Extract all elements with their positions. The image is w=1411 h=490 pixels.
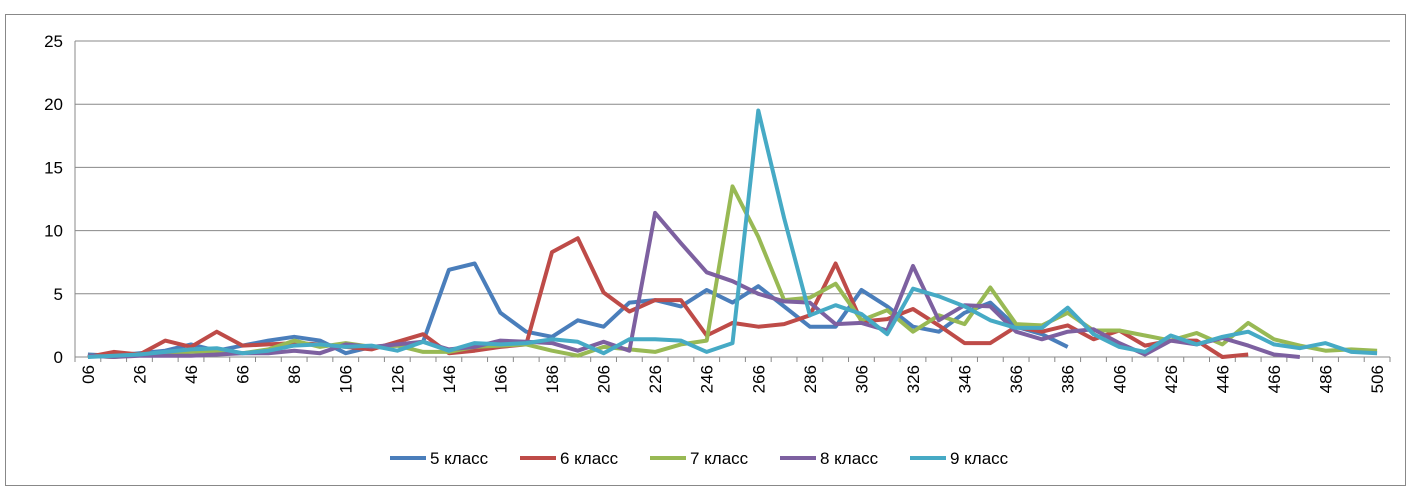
x-tick-label: 206 — [595, 365, 614, 393]
x-tick-label: 286 — [801, 365, 820, 393]
y-tick-label: 25 — [44, 32, 63, 51]
legend-label: 9 класс — [950, 449, 1009, 468]
x-tick-label: 186 — [543, 365, 562, 393]
x-tick-label: 226 — [646, 365, 665, 393]
legend-label: 5 класс — [430, 449, 489, 468]
y-tick-label: 15 — [44, 158, 63, 177]
x-tick-label: 446 — [1213, 365, 1232, 393]
series-line — [87, 108, 1378, 359]
legend-label: 7 класс — [690, 449, 749, 468]
y-tick-label: 0 — [54, 348, 63, 367]
x-tick-label: 106 — [337, 365, 356, 393]
x-tick-label: 326 — [904, 365, 923, 393]
x-tick-label: 66 — [234, 365, 253, 384]
x-tick-label: 466 — [1265, 365, 1284, 393]
x-tick-label: 386 — [1059, 365, 1078, 393]
x-tick-label: 366 — [1007, 365, 1026, 393]
x-tick-label: 346 — [956, 365, 975, 393]
x-tick-label: 486 — [1317, 365, 1336, 393]
x-tick-label: 26 — [130, 365, 149, 384]
x-tick-label: 06 — [79, 365, 98, 384]
x-tick-label: 306 — [852, 365, 871, 393]
series-line — [87, 210, 1300, 359]
y-tick-label: 10 — [44, 222, 63, 241]
x-tick-label: 46 — [182, 365, 201, 384]
x-tick-label: 166 — [491, 365, 510, 393]
legend-label: 6 класс — [560, 449, 619, 468]
x-tick-label: 506 — [1368, 365, 1387, 393]
y-tick-label: 5 — [54, 285, 63, 304]
x-tick-label: 126 — [388, 365, 407, 393]
x-tick-label: 406 — [1110, 365, 1129, 393]
x-tick-label: 86 — [285, 365, 304, 384]
x-tick-label: 146 — [440, 365, 459, 393]
x-tick-label: 266 — [749, 365, 768, 393]
legend-label: 8 класс — [820, 449, 879, 468]
chart-frame — [5, 14, 1406, 486]
x-tick-label: 246 — [698, 365, 717, 393]
x-tick-label: 426 — [1162, 365, 1181, 393]
y-tick-label: 20 — [44, 95, 63, 114]
